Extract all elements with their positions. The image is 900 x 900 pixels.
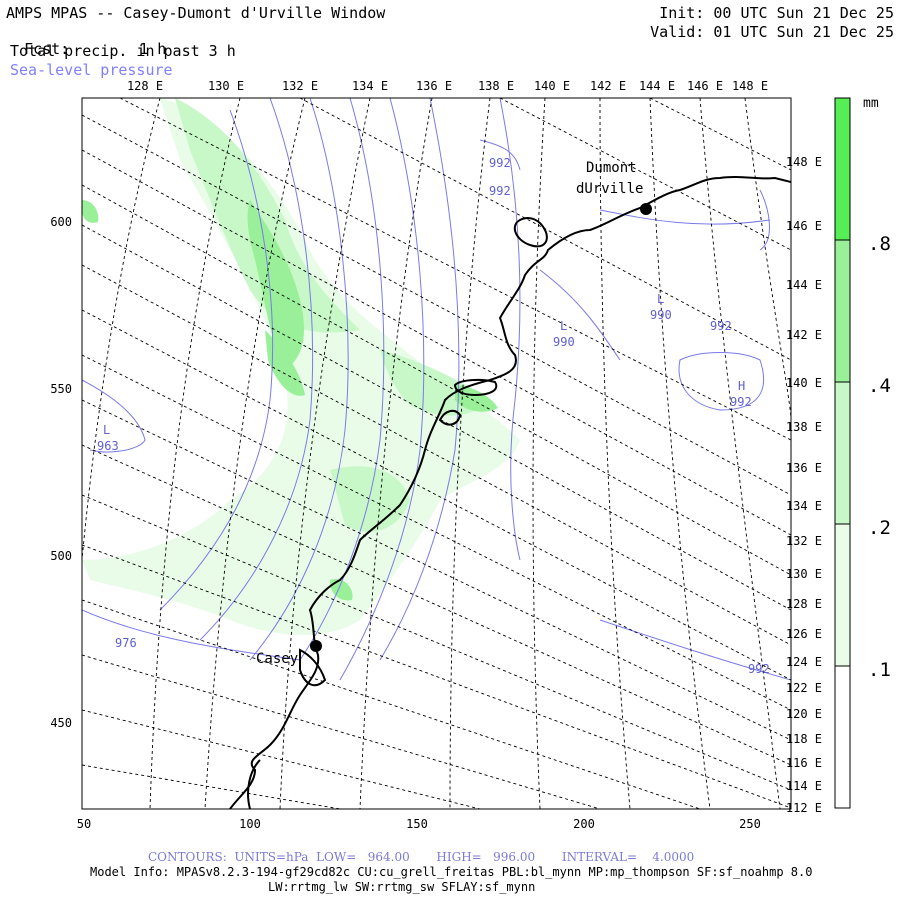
lon-label-right: 126 E: [786, 627, 822, 641]
lon-label-top: 138 E: [478, 79, 514, 93]
y-axis-label: 450: [50, 716, 72, 730]
pressure-label: 990: [553, 335, 575, 349]
forecast-value: 1 h: [139, 40, 167, 58]
colorbar-tick: .4: [868, 375, 891, 397]
y-axis-label: 500: [50, 549, 72, 563]
lon-label-right: 138 E: [786, 420, 822, 434]
lon-label-top: 134 E: [352, 79, 388, 93]
forecast-label: Fcst: 1 h: [6, 24, 166, 58]
pressure-labels: 992 992 L 990 992 L 990 H 992 L 963 976 …: [97, 156, 770, 676]
lon-label-top: 146 E: [687, 79, 723, 93]
station-casey-label: Casey: [256, 651, 298, 667]
x-axis-label: 250: [739, 817, 761, 831]
overlay-name: Sea-level pressure: [10, 61, 173, 79]
pressure-label: 992: [730, 395, 752, 409]
lon-label-right: 116 E: [786, 756, 822, 770]
colorbar-segment: [835, 382, 850, 524]
lon-label-top: 144 E: [639, 79, 675, 93]
pressure-label: L: [103, 423, 110, 437]
right-lon-labels: 148 E 146 E 144 E 142 E 140 E 138 E 136 …: [786, 155, 822, 815]
pressure-label: L: [657, 292, 664, 306]
lon-label-right: 128 E: [786, 597, 822, 611]
model-info-line2: LW:rrtmg_lw SW:rrtmg_sw SFLAY:sf_mynn: [268, 880, 536, 894]
station-dumont: Dumont dUrville: [576, 160, 652, 215]
x-axis-label: 200: [573, 817, 595, 831]
pressure-label: 992: [710, 319, 732, 333]
pressure-label: 990: [650, 308, 672, 322]
lon-label-right: 130 E: [786, 567, 822, 581]
contour-info: CONTOURS: UNITS=hPa LOW= 964.00 HIGH= 99…: [148, 850, 695, 864]
precip-shading: [82, 98, 520, 635]
plot-frame: [81, 97, 792, 810]
lon-label-right: 144 E: [786, 278, 822, 292]
model-info: Model Info: MPASv8.2.3-194-gf29cd82c CU:…: [90, 865, 813, 879]
y-axis-label: 600: [50, 215, 72, 229]
lon-label-right: 118 E: [786, 732, 822, 746]
pressure-label: L: [560, 319, 567, 333]
lon-label-top: 136 E: [416, 79, 452, 93]
pressure-label: 992: [489, 156, 511, 170]
lon-label-right: 146 E: [786, 219, 822, 233]
pressure-label: H: [738, 379, 745, 393]
coastline: [229, 176, 791, 809]
colorbar-segment: [835, 240, 850, 382]
pressure-label: 963: [97, 439, 119, 453]
x-axis-label: 50: [77, 817, 91, 831]
lon-label-right: 132 E: [786, 534, 822, 548]
lon-label-right: 112 E: [786, 801, 822, 815]
lon-label-right: 142 E: [786, 328, 822, 342]
colorbar-frame: [834, 97, 851, 809]
lon-label-top: 132 E: [282, 79, 318, 93]
x-axis-label: 150: [406, 817, 428, 831]
top-lon-labels: 128 E 130 E 132 E 134 E 136 E 138 E 140 …: [127, 79, 768, 93]
y-axis-labels: 600 550 500 450: [50, 215, 72, 730]
colorbar-tick: .1: [868, 659, 891, 681]
pressure-label: 992: [748, 662, 770, 676]
colorbar-tick: .2: [868, 517, 891, 539]
lon-label-right: 136 E: [786, 461, 822, 475]
lon-label-right: 122 E: [786, 681, 822, 695]
colorbar-segment: [835, 666, 850, 808]
station-casey: Casey: [256, 640, 322, 667]
y-axis-label: 550: [50, 382, 72, 396]
lon-label-top: 148 E: [732, 79, 768, 93]
station-casey-marker: [310, 640, 322, 652]
lon-label-right: 114 E: [786, 779, 822, 793]
map-title: AMPS MPAS -- Casey-Dumont d'Urville Wind…: [6, 4, 386, 22]
lon-label-right: 140 E: [786, 376, 822, 390]
colorbar-unit: mm: [863, 96, 879, 111]
colorbar-segment: [835, 524, 850, 666]
colorbar-segment: [835, 98, 850, 240]
lon-label-right: 120 E: [786, 707, 822, 721]
colorbar-tick: .8: [868, 233, 891, 255]
station-dumont-label-2: dUrville: [576, 181, 643, 197]
pressure-label: 992: [489, 184, 511, 198]
lon-label-top: 142 E: [590, 79, 626, 93]
lon-label-right: 124 E: [786, 655, 822, 669]
field-name: Total precip. in past 3 h: [10, 42, 236, 60]
valid-time: Valid: 01 UTC Sun 21 Dec 25: [650, 23, 894, 41]
x-axis-label: 100: [239, 817, 261, 831]
lon-label-top: 130 E: [208, 79, 244, 93]
forecast-label-text: Fcst:: [24, 40, 70, 58]
pressure-contours: [82, 98, 791, 681]
init-time: Init: 00 UTC Sun 21 Dec 25: [659, 4, 894, 22]
lon-label-top: 128 E: [127, 79, 163, 93]
precip-colorbar: mm .8 .4 .2 .1: [834, 96, 891, 809]
pressure-label: 976: [115, 636, 137, 650]
x-axis-labels: 50 100 150 200 250: [77, 817, 761, 831]
station-dumont-marker: [640, 203, 652, 215]
lon-label-right: 148 E: [786, 155, 822, 169]
lon-label-top: 140 E: [534, 79, 570, 93]
lon-label-right: 134 E: [786, 499, 822, 513]
station-dumont-label-1: Dumont: [586, 160, 637, 176]
